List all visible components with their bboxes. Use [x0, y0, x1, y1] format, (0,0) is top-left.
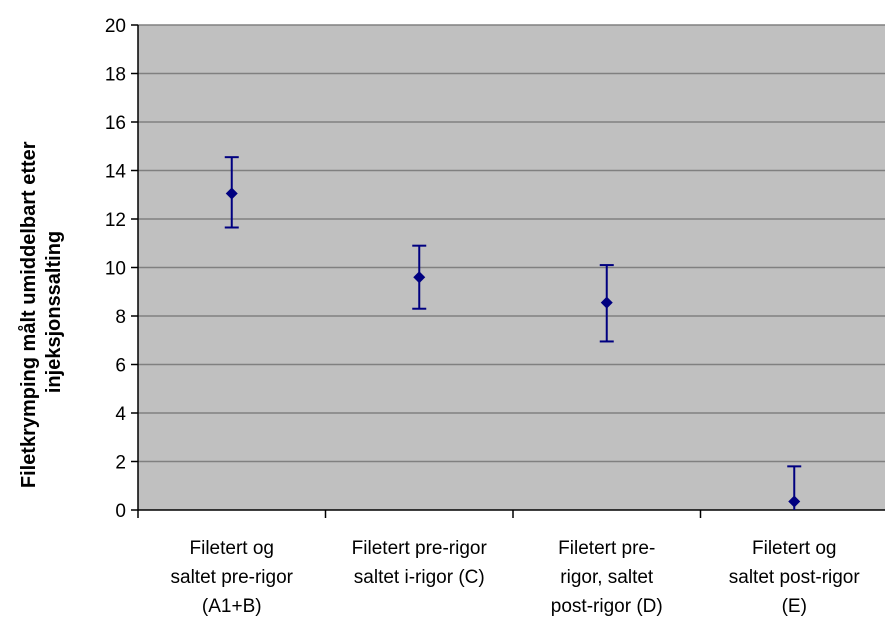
y-axis-label-line-2: injeksjonssalting — [43, 231, 65, 393]
x-category-label-line: Filetert pre- — [558, 538, 655, 559]
data-point-marker — [600, 296, 613, 309]
x-category-label-line: Filetert pre-rigor — [352, 538, 488, 559]
y-tick-label: 0 — [115, 501, 126, 522]
x-category-label-line: saltet post-rigor — [729, 567, 861, 588]
x-category-label: Filetert pre-rigor, saltet post-rigor (D) — [551, 538, 663, 617]
x-category-label-line: post-rigor (D) — [551, 596, 663, 617]
data-point-marker — [225, 187, 238, 200]
y-tick-label: 12 — [105, 210, 126, 231]
y-tick-label: 14 — [105, 162, 127, 183]
y-axis-ticks: 0 2 4 6 8 10 12 14 16 18 20 — [105, 16, 138, 522]
data-markers — [225, 187, 801, 508]
x-category-label-line: (E) — [782, 596, 807, 617]
x-category-label-line: Filetert og — [190, 538, 274, 559]
y-axis-label: Filetkrymping målt umiddelbart etter inj… — [17, 136, 65, 488]
y-tick-label: 6 — [115, 356, 126, 377]
y-tick-label: 20 — [105, 16, 126, 37]
x-axis-ticks — [137, 510, 702, 518]
y-tick-label: 8 — [115, 307, 126, 328]
x-category-labels: Filetert og saltet pre-rigor (A1+B)Fileter… — [171, 538, 861, 617]
x-category-label-line: saltet i-rigor (C) — [354, 567, 485, 588]
y-tick-label: 18 — [105, 65, 126, 86]
data-point-marker — [413, 271, 426, 284]
x-category-label-line: saltet pre-rigor — [171, 567, 294, 588]
x-category-label: Filetert pre-rigor saltet i-rigor (C) — [352, 538, 488, 588]
x-category-label-line: rigor, saltet — [560, 567, 654, 588]
x-category-label: Filetert og saltet pre-rigor (A1+B) — [171, 538, 294, 617]
data-point-marker — [788, 495, 801, 508]
x-category-label-line: (A1+B) — [202, 596, 262, 617]
y-tick-label: 4 — [115, 404, 126, 425]
y-tick-label: 16 — [105, 113, 126, 134]
x-category-label-line: Filetert og — [752, 538, 836, 559]
y-tick-label: 10 — [105, 259, 126, 280]
y-axis-label-line-1: Filetkrymping målt umiddelbart etter — [17, 141, 40, 488]
y-tick-label: 2 — [115, 453, 126, 474]
x-category-label: Filetert og saltet post-rigor (E) — [729, 538, 861, 617]
gridlines — [138, 24, 885, 463]
